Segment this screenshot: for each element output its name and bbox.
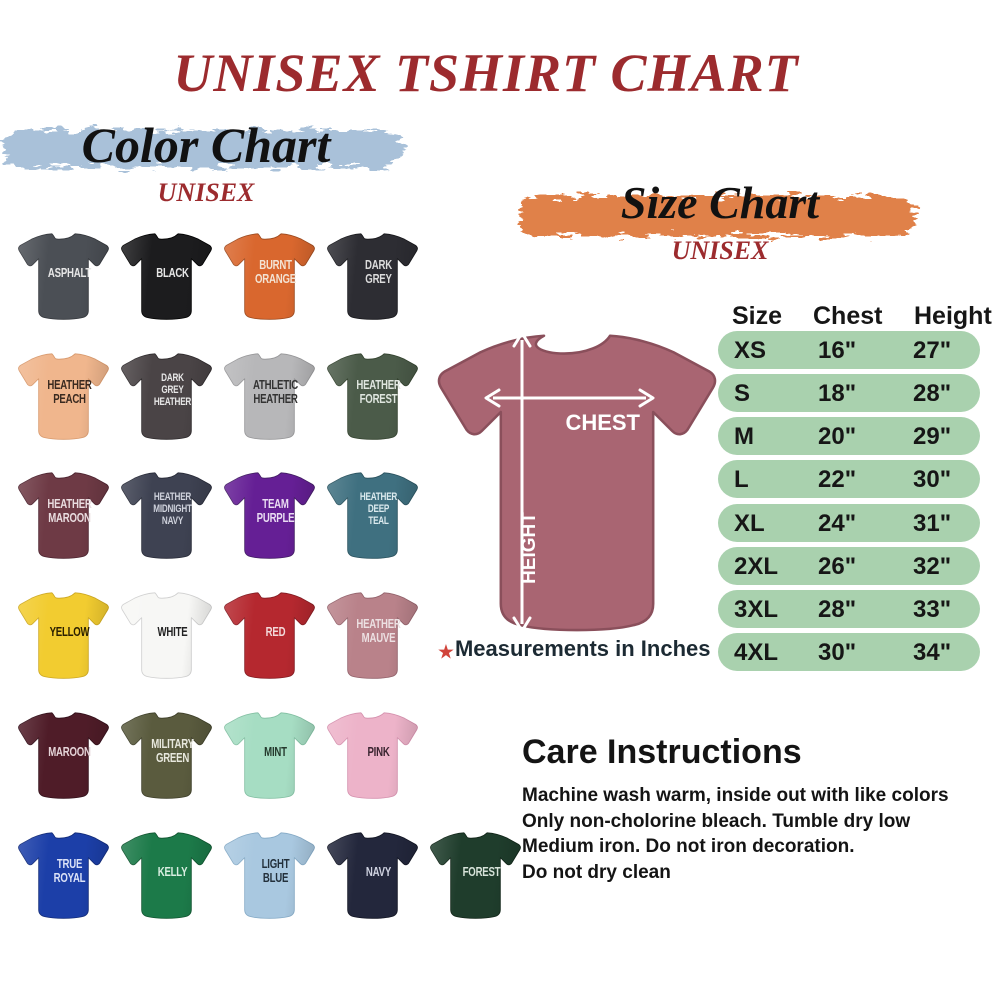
svg-text:HEIGHT: HEIGHT [519, 512, 540, 584]
svg-text:CHEST: CHEST [565, 410, 640, 435]
